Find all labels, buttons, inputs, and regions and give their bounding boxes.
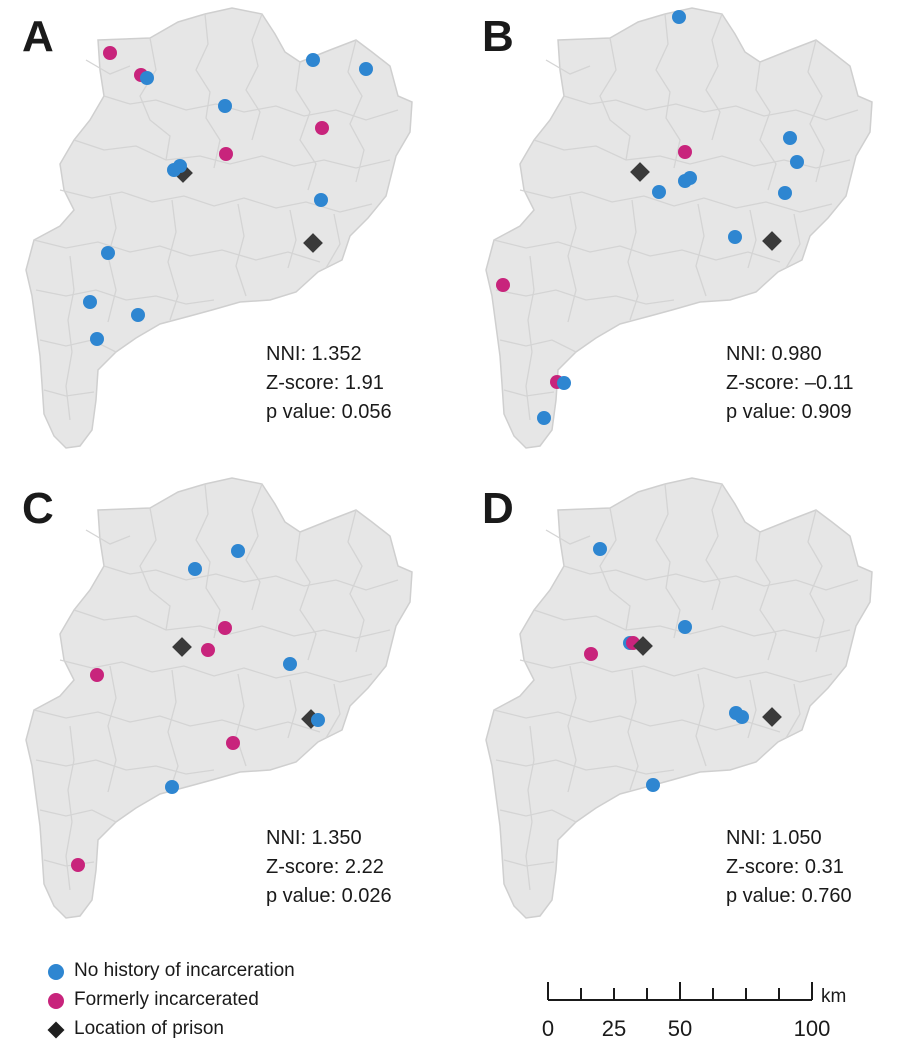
point-formerly bbox=[219, 147, 233, 161]
point-no-history bbox=[83, 295, 97, 309]
panel-label: A bbox=[22, 12, 54, 61]
prison-marker bbox=[303, 233, 323, 253]
point-no-history bbox=[359, 62, 373, 76]
scale-label: 50 bbox=[668, 1016, 692, 1041]
point-no-history bbox=[652, 185, 666, 199]
nni-value: NNI: 0.980 bbox=[726, 343, 822, 365]
nni-value: NNI: 1.350 bbox=[266, 827, 362, 849]
map-panel-c: C NNI: 1.350 Z-score: 2.22 p value: 0.02… bbox=[0, 470, 450, 940]
legend-label: Formerly incarcerated bbox=[74, 989, 259, 1010]
legend-item-no-history: No history of incarceration bbox=[44, 958, 295, 987]
point-no-history bbox=[311, 713, 325, 727]
scale-label: 100 bbox=[794, 1016, 831, 1041]
z-score-value: Z-score: 0.31 bbox=[726, 856, 844, 878]
point-formerly bbox=[218, 621, 232, 635]
point-formerly bbox=[90, 668, 104, 682]
map-panel-d: D NNI: 1.050 Z-score: 0.31 p value: 0.76… bbox=[460, 470, 900, 940]
point-formerly bbox=[496, 278, 510, 292]
map-b-svg bbox=[485, 7, 873, 449]
point-no-history bbox=[165, 780, 179, 794]
p-value: p value: 0.760 bbox=[726, 885, 852, 907]
p-value: p value: 0.056 bbox=[266, 401, 392, 423]
blue-dot-icon bbox=[48, 964, 64, 980]
point-no-history bbox=[678, 620, 692, 634]
magenta-dot-icon bbox=[48, 993, 64, 1009]
point-formerly bbox=[226, 736, 240, 750]
point-no-history bbox=[735, 710, 749, 724]
map-a-svg bbox=[25, 7, 413, 449]
stats-block: NNI: 1.352 Z-score: 1.91 p value: 0.056 bbox=[266, 340, 392, 427]
scale-label: 0 bbox=[542, 1016, 554, 1041]
legend-label: No history of incarceration bbox=[74, 960, 295, 981]
point-no-history bbox=[101, 246, 115, 260]
point-no-history bbox=[218, 99, 232, 113]
point-no-history bbox=[188, 562, 202, 576]
point-no-history bbox=[140, 71, 154, 85]
panel-label: C bbox=[22, 484, 54, 533]
map-legend: No history of incarceration Formerly inc… bbox=[44, 958, 295, 1045]
point-no-history bbox=[537, 411, 551, 425]
point-no-history bbox=[672, 10, 686, 24]
z-score-value: Z-score: –0.11 bbox=[726, 372, 854, 394]
stats-block: NNI: 1.050 Z-score: 0.31 p value: 0.760 bbox=[726, 824, 852, 911]
point-formerly bbox=[71, 858, 85, 872]
point-formerly bbox=[103, 46, 117, 60]
legend-label: Location of prison bbox=[74, 1018, 224, 1039]
z-score-value: Z-score: 1.91 bbox=[266, 372, 384, 394]
points-a bbox=[83, 46, 373, 346]
point-no-history bbox=[683, 171, 697, 185]
legend-item-formerly: Formerly incarcerated bbox=[44, 987, 295, 1016]
point-no-history bbox=[557, 376, 571, 390]
point-no-history bbox=[646, 778, 660, 792]
stats-block: NNI: 1.350 Z-score: 2.22 p value: 0.026 bbox=[266, 824, 392, 911]
diamond-icon bbox=[47, 1021, 65, 1039]
legend-item-prison: Location of prison bbox=[44, 1016, 295, 1045]
scale-unit: km bbox=[821, 986, 846, 1007]
point-formerly bbox=[201, 643, 215, 657]
point-no-history bbox=[283, 657, 297, 671]
map-c-svg bbox=[25, 477, 413, 919]
z-score-value: Z-score: 2.22 bbox=[266, 856, 384, 878]
stats-block: NNI: 0.980 Z-score: –0.11 p value: 0.909 bbox=[726, 340, 853, 427]
point-formerly bbox=[584, 647, 598, 661]
map-d-svg bbox=[485, 477, 873, 919]
point-no-history bbox=[728, 230, 742, 244]
p-value: p value: 0.026 bbox=[266, 885, 392, 907]
scale-bar: km 0 25 50 100 bbox=[540, 978, 870, 1048]
point-no-history bbox=[790, 155, 804, 169]
point-no-history bbox=[306, 53, 320, 67]
point-no-history bbox=[131, 308, 145, 322]
map-panel-b: B NNI: 0.980 Z-score: –0.11 p value: 0.9… bbox=[460, 0, 900, 470]
point-formerly bbox=[678, 145, 692, 159]
nni-value: NNI: 1.050 bbox=[726, 827, 822, 849]
panel-label: B bbox=[482, 12, 514, 61]
scale-label: 25 bbox=[602, 1016, 626, 1041]
point-no-history bbox=[593, 542, 607, 556]
map-panel-a: A NNI: 1.352 Z-score: 1.91 p value: 0.05… bbox=[0, 0, 450, 470]
panel-label: D bbox=[482, 484, 514, 533]
point-no-history bbox=[90, 332, 104, 346]
nni-value: NNI: 1.352 bbox=[266, 343, 362, 365]
scale-bar-svg: km 0 25 50 100 bbox=[542, 982, 846, 1041]
point-no-history bbox=[778, 186, 792, 200]
p-value: p value: 0.909 bbox=[726, 401, 852, 423]
points-b bbox=[496, 10, 804, 425]
point-no-history bbox=[173, 159, 187, 173]
point-no-history bbox=[231, 544, 245, 558]
point-no-history bbox=[783, 131, 797, 145]
point-no-history bbox=[314, 193, 328, 207]
point-formerly bbox=[315, 121, 329, 135]
